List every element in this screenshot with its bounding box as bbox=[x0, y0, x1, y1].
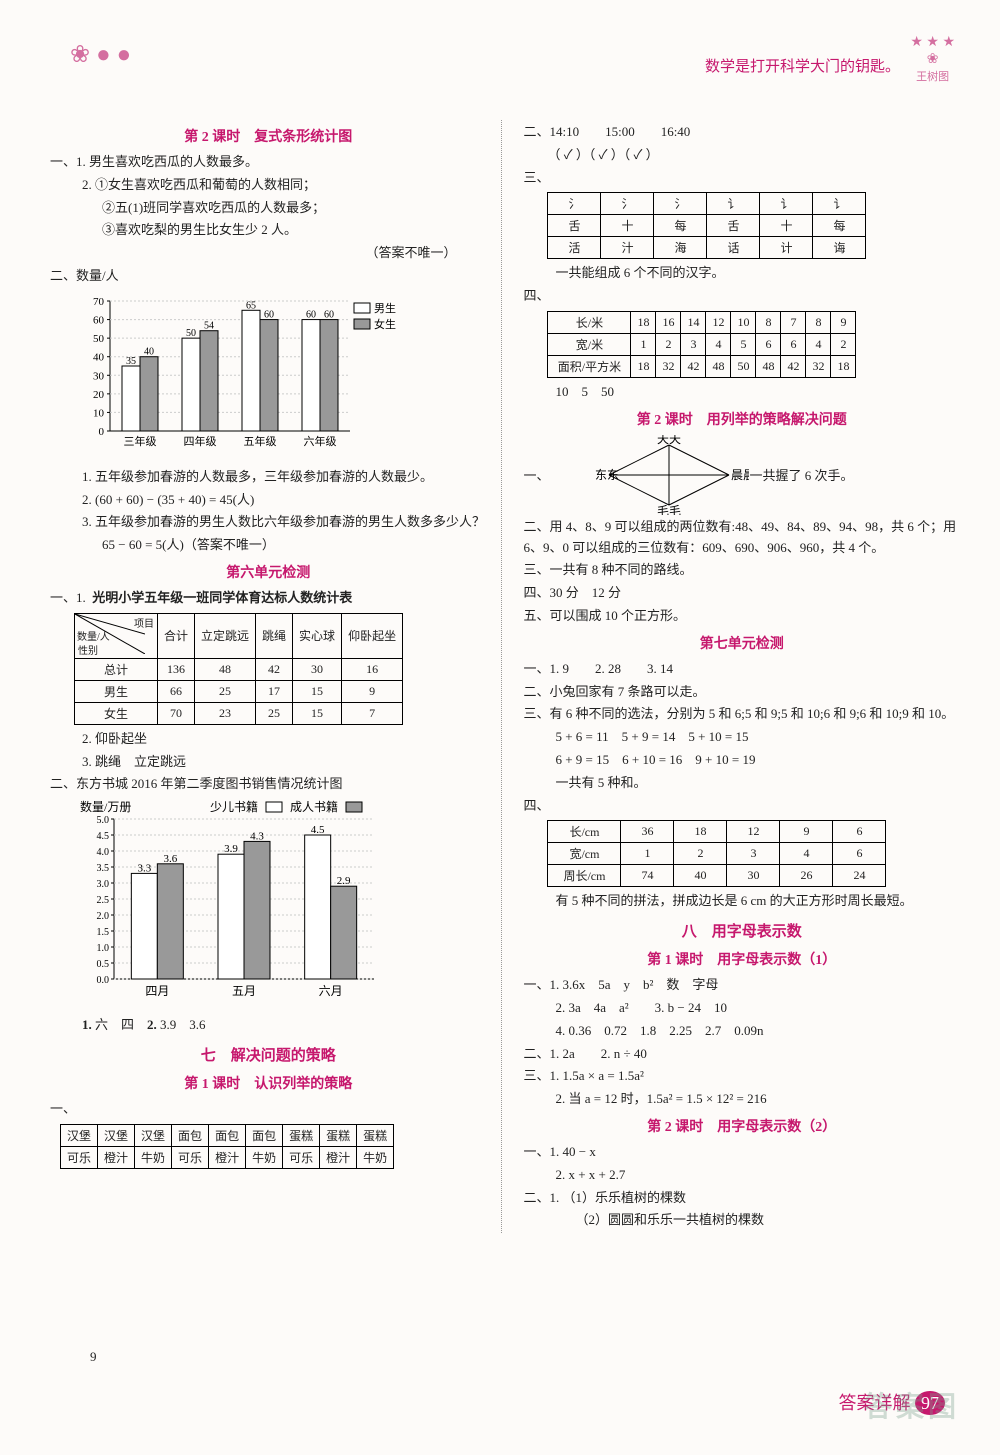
svg-text:三年级: 三年级 bbox=[124, 434, 157, 448]
svg-text:晨晨: 晨晨 bbox=[731, 468, 749, 482]
svg-text:六年级: 六年级 bbox=[304, 434, 337, 448]
svg-text:五年级: 五年级 bbox=[244, 434, 277, 448]
lesson8-2-title: 第 2 课时 用字母表示数（2） bbox=[523, 1116, 960, 1136]
chart2: 数量/万册 少儿书籍 成人书籍 0.0 0.5 1.0 1.5 2.0 2.5 3.0 3.5 4.0… bbox=[80, 799, 487, 1009]
svg-text:3.0: 3.0 bbox=[97, 879, 110, 890]
watermark: 答案图 bbox=[864, 1385, 960, 1425]
column-divider bbox=[501, 120, 510, 1233]
header-quote: 数学是打开科学大门的钥匙。 bbox=[705, 55, 900, 76]
lesson8-1-title: 第 1 课时 用字母表示数（1） bbox=[523, 949, 960, 969]
handshake-diagram: 天天 东东 晨晨 毛毛 bbox=[589, 435, 749, 515]
svg-text:5.0: 5.0 bbox=[97, 815, 110, 826]
svg-text:男生: 男生 bbox=[374, 301, 396, 315]
svg-text:1.5: 1.5 bbox=[97, 927, 110, 938]
svg-text:20: 20 bbox=[93, 389, 105, 401]
svg-text:2.5: 2.5 bbox=[97, 895, 110, 906]
svg-text:30: 30 bbox=[93, 370, 105, 382]
svg-text:35: 35 bbox=[126, 356, 136, 367]
svg-text:65: 65 bbox=[246, 300, 256, 311]
svg-text:70: 70 bbox=[93, 296, 105, 308]
svg-text:10: 10 bbox=[93, 407, 105, 419]
svg-text:1.0: 1.0 bbox=[97, 943, 110, 954]
unit6-title: 第六单元检测 bbox=[50, 562, 487, 582]
svg-text:0.5: 0.5 bbox=[97, 959, 110, 970]
u6-table: 项目数量/人性别合计立定跳远跳绳实心球仰卧起坐总计13648423016男生66… bbox=[74, 613, 403, 725]
right-column: 二、14:10 15:00 16:40 （ ✓ ）（ ✓ ）（ ✓ ） 三、 氵… bbox=[523, 120, 960, 1233]
unit7-test-title: 第七单元检测 bbox=[523, 633, 960, 653]
lesson7-2-title: 第 2 课时 用列举的策略解决问题 bbox=[523, 409, 960, 429]
svg-text:数量/万册: 数量/万册 bbox=[80, 799, 131, 814]
svg-text:3.6: 3.6 bbox=[163, 853, 177, 865]
svg-text:4.3: 4.3 bbox=[250, 831, 264, 843]
chart1: 0 10 20 30 40 50 60 70 35 40 三年级 50 54 四年级 65 60 五年级 60 60… bbox=[80, 291, 487, 461]
svg-text:60: 60 bbox=[264, 309, 274, 320]
svg-text:女生: 女生 bbox=[374, 317, 396, 331]
svg-text:五月: 五月 bbox=[232, 984, 256, 998]
svg-text:四年级: 四年级 bbox=[184, 434, 217, 448]
svg-text:2.9: 2.9 bbox=[337, 875, 351, 887]
svg-text:4.0: 4.0 bbox=[97, 847, 110, 858]
svg-text:4.5: 4.5 bbox=[311, 824, 325, 836]
svg-text:毛毛: 毛毛 bbox=[657, 504, 681, 515]
hanzi-table: 氵氵氵讠讠讠舌十每舌十每活汁海话计诲 bbox=[547, 192, 866, 259]
t4-table: 长/cm36181296宽/cm12346周长/cm7440302624 bbox=[547, 820, 886, 887]
svg-text:50: 50 bbox=[186, 328, 196, 339]
svg-text:60: 60 bbox=[324, 309, 334, 320]
svg-text:2.0: 2.0 bbox=[97, 911, 110, 922]
q4-table: 长/米18161412108789宽/米123456642面积/平方米18324… bbox=[547, 311, 856, 378]
svg-text:成人书籍: 成人书籍 bbox=[290, 799, 338, 814]
svg-text:60: 60 bbox=[306, 309, 316, 320]
header-deco-left: ❀ ● ● bbox=[70, 40, 131, 69]
header-deco-right: ★ ★ ★❀ 王树图 bbox=[910, 35, 955, 85]
svg-text:天天: 天天 bbox=[657, 435, 681, 446]
lesson2-title: 第 2 课时 复式条形统计图 bbox=[50, 126, 487, 146]
svg-text:3.3: 3.3 bbox=[137, 863, 151, 875]
svg-text:3.5: 3.5 bbox=[97, 863, 110, 874]
svg-text:0.0: 0.0 bbox=[97, 975, 110, 986]
svg-text:4.5: 4.5 bbox=[97, 831, 110, 842]
svg-text:四月: 四月 bbox=[145, 984, 169, 998]
svg-text:3.9: 3.9 bbox=[224, 843, 238, 855]
svg-text:40: 40 bbox=[93, 351, 105, 363]
svg-text:东东: 东东 bbox=[595, 468, 619, 482]
page-number: 9 bbox=[90, 1349, 97, 1365]
svg-text:60: 60 bbox=[93, 314, 105, 326]
svg-text:40: 40 bbox=[144, 346, 154, 357]
svg-text:50: 50 bbox=[93, 333, 105, 345]
lesson7-1-title: 第 1 课时 认识列举的策略 bbox=[50, 1073, 487, 1093]
left-column: 第 2 课时 复式条形统计图 一、1. 男生喜欢吃西瓜的人数最多。 2. ①女生… bbox=[50, 120, 487, 1233]
unit7-title: 七 解决问题的策略 bbox=[50, 1044, 487, 1065]
svg-text:54: 54 bbox=[204, 320, 214, 331]
svg-text:少儿书籍: 少儿书籍 bbox=[210, 799, 258, 814]
unit8-title: 八 用字母表示数 bbox=[523, 920, 960, 941]
svg-text:0: 0 bbox=[99, 426, 105, 438]
u7-table1: 汉堡汉堡汉堡面包面包面包蛋糕蛋糕蛋糕可乐橙汁牛奶可乐橙汁牛奶可乐橙汁牛奶 bbox=[60, 1124, 394, 1169]
svg-text:六月: 六月 bbox=[319, 984, 343, 998]
